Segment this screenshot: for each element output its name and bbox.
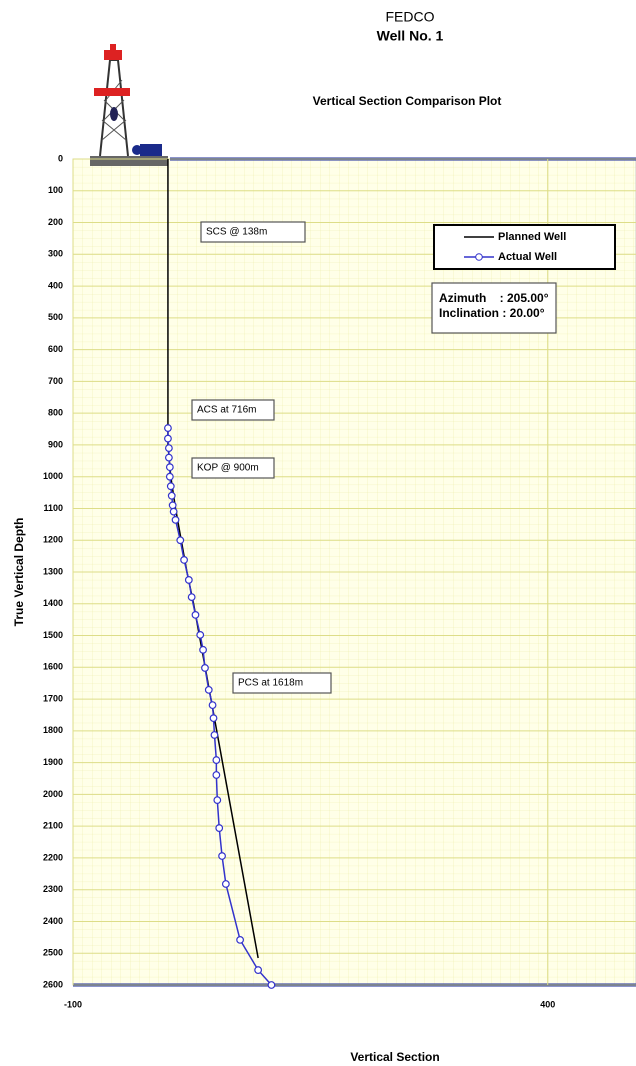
data-point (167, 464, 174, 471)
data-point (165, 425, 172, 432)
y-tick-label: 1100 (43, 503, 63, 513)
data-point (167, 473, 174, 480)
data-point (169, 502, 176, 509)
y-tick-label: 1400 (43, 598, 63, 608)
data-point (186, 577, 193, 584)
data-point (219, 853, 226, 860)
y-tick-label: 2300 (43, 884, 63, 894)
y-tick-label: 600 (48, 344, 63, 354)
info-text: Inclination : 20.00° (439, 306, 545, 320)
data-point (214, 797, 221, 804)
y-tick-label: 1200 (43, 535, 63, 545)
y-tick-label: 200 (48, 217, 63, 227)
annotation: PCS at 1618m (238, 678, 303, 689)
chart-subtitle: Well No. 1 (377, 28, 444, 44)
data-point (237, 937, 244, 944)
y-tick-label: 100 (48, 185, 63, 195)
y-tick-label: 1800 (43, 725, 63, 735)
y-tick-label: 2100 (43, 821, 63, 831)
data-point (170, 508, 177, 515)
data-point (211, 732, 218, 739)
y-tick-label: 1300 (43, 566, 63, 576)
data-point (166, 445, 173, 452)
data-point (209, 702, 216, 709)
y-tick-label: 2400 (43, 916, 63, 926)
y-tick-label: 2200 (43, 852, 63, 862)
legend-label: Actual Well (498, 251, 557, 263)
y-tick-label: 2000 (43, 789, 63, 799)
data-point (188, 594, 195, 601)
plot-title: Vertical Section Comparison Plot (313, 94, 502, 108)
data-point (205, 687, 212, 694)
y-tick-label: 1700 (43, 693, 63, 703)
drilling-rig (90, 44, 168, 166)
y-tick-label: 900 (48, 439, 63, 449)
x-tick-label: -100 (64, 999, 82, 1009)
data-point (165, 435, 172, 442)
data-point (177, 537, 184, 544)
data-point (202, 665, 209, 672)
y-tick-label: 400 (48, 280, 63, 290)
data-point (213, 772, 220, 779)
info-text: Azimuth : 205.00° (439, 291, 549, 305)
chart: FEDCO Well No. 1 Vertical Section Compar… (0, 0, 636, 1066)
annotation: SCS @ 138m (206, 227, 267, 238)
x-axis-label: Vertical Section (350, 1050, 439, 1064)
y-tick-label: 1900 (43, 757, 63, 767)
data-point (255, 967, 262, 974)
y-tick-label: 1500 (43, 630, 63, 640)
annotation: KOP @ 900m (197, 463, 259, 474)
data-point (216, 825, 223, 832)
y-tick-label: 300 (48, 249, 63, 259)
y-tick-label: 1000 (43, 471, 63, 481)
x-tick-label: 400 (540, 999, 555, 1009)
data-point (181, 557, 188, 564)
y-tick-label: 800 (48, 408, 63, 418)
y-tick-label: 2600 (43, 979, 63, 989)
legend-label: Planned Well (498, 231, 566, 243)
data-point (268, 982, 275, 989)
data-point (168, 492, 175, 499)
annotation: ACS at 716m (197, 405, 256, 416)
data-point (223, 881, 230, 888)
data-point (172, 517, 179, 524)
data-point (197, 632, 204, 639)
legend-marker (476, 254, 483, 261)
data-point (210, 715, 217, 722)
data-point (167, 483, 174, 490)
y-tick-label: 2500 (43, 948, 63, 958)
y-tick-label: 500 (48, 312, 63, 322)
data-point (192, 612, 199, 619)
data-point (200, 647, 207, 654)
chart-title: FEDCO (386, 9, 435, 25)
data-point (166, 454, 173, 461)
y-tick-label: 0 (58, 153, 63, 163)
y-tick-label: 1600 (43, 662, 63, 672)
y-tick-label: 700 (48, 376, 63, 386)
y-axis-label: True Vertical Depth (12, 518, 26, 627)
data-point (213, 757, 220, 764)
